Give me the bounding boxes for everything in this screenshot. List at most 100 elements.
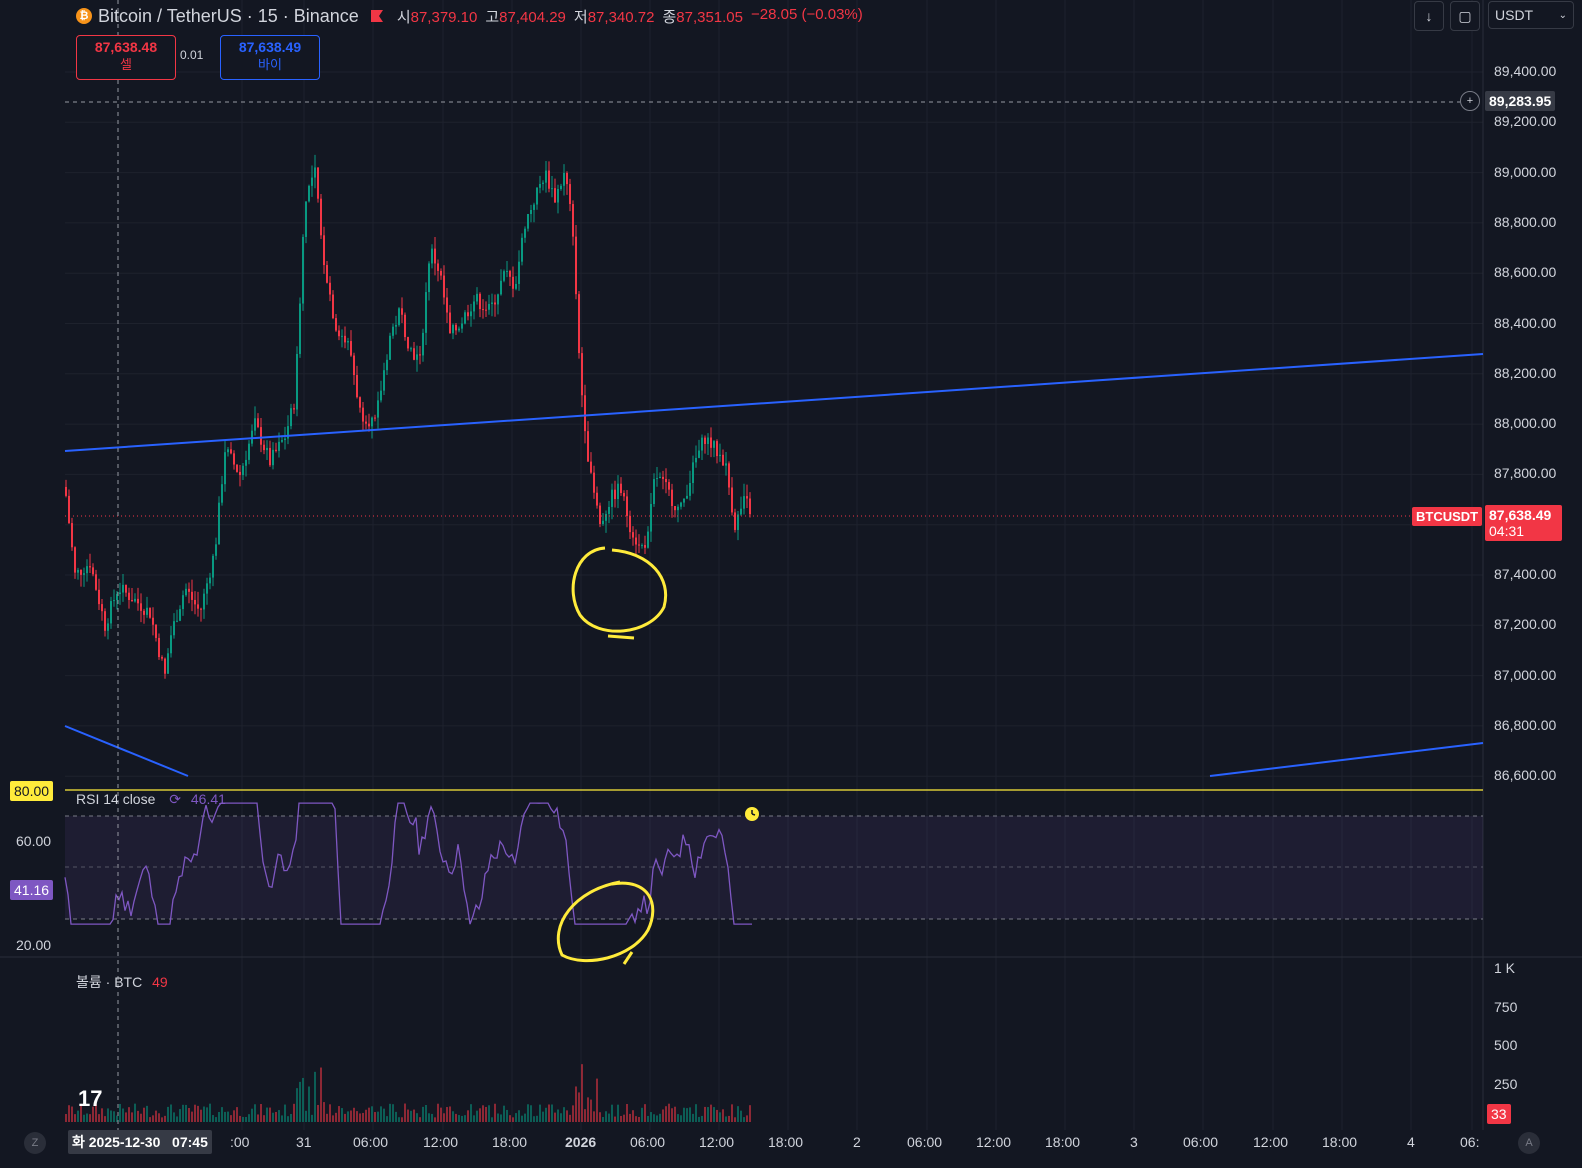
candle-body [248, 443, 250, 460]
volume-bar [332, 1115, 334, 1122]
alarm-clock-icon[interactable] [745, 807, 759, 821]
volume-bar [317, 1104, 319, 1122]
volume-bar [671, 1108, 673, 1122]
candle-body [173, 621, 175, 636]
rsi-title-row[interactable]: RSI 14 close ⟳ 46.41 [76, 791, 226, 808]
volume-title-row[interactable]: 볼륨 · BTC 49 [76, 972, 168, 992]
volume-bar [110, 1110, 112, 1122]
candle-body [233, 453, 235, 465]
crosshair-price-label: 89,283.95 [1485, 91, 1556, 111]
price-tick-label: 88,400.00 [1494, 314, 1557, 331]
candle-body [395, 324, 397, 327]
volume-bar [599, 1112, 601, 1122]
candle-body [302, 236, 304, 304]
volume-bar [539, 1104, 541, 1122]
candle-body [659, 476, 661, 479]
volume-bar [218, 1111, 220, 1122]
volume-bar [170, 1104, 172, 1122]
flag-icon[interactable] [370, 10, 383, 22]
bitcoin-logo-icon[interactable]: ₿ [76, 8, 92, 24]
time-axis-label: 06:00 [630, 1134, 666, 1150]
high-label: 고 [485, 8, 500, 26]
candle-body [707, 437, 709, 444]
add-alert-plus-icon[interactable]: + [1460, 91, 1480, 111]
volume-bar [548, 1104, 550, 1122]
volume-tick-750: 750 [1494, 999, 1518, 1015]
volume-bar [284, 1104, 286, 1122]
symbol-price-tag[interactable]: BTCUSDT [1412, 507, 1483, 526]
trendline-lower-right[interactable] [1209, 742, 1484, 777]
volume-bar [704, 1106, 706, 1122]
sell-button[interactable]: 87,638.48 셀 [76, 35, 176, 80]
time-axis-label: :00 [230, 1134, 250, 1150]
candle-body [305, 201, 307, 237]
rsi-refresh-icon[interactable]: ⟳ [169, 791, 181, 807]
candle-body [380, 390, 382, 401]
buy-button[interactable]: 87,638.49 바이 [220, 35, 320, 80]
trendline-upper[interactable] [64, 353, 1484, 452]
volume-bar [623, 1114, 625, 1122]
candle-body [725, 463, 727, 466]
volume-bar [236, 1107, 238, 1122]
candle-body [329, 282, 331, 295]
volume-bar [410, 1110, 412, 1122]
volume-bar [407, 1109, 409, 1122]
volume-bar [440, 1107, 442, 1122]
volume-bar [128, 1107, 130, 1122]
download-arrow-icon[interactable]: ↓ [1414, 1, 1444, 31]
candle-body [113, 600, 115, 602]
volume-bar [566, 1110, 568, 1122]
volume-bar [104, 1116, 106, 1122]
annotation-circle-rsi[interactable] [556, 880, 655, 963]
candle-body [215, 544, 217, 556]
volume-bar [482, 1105, 484, 1122]
volume-bar [641, 1107, 643, 1122]
volume-bar [398, 1117, 400, 1122]
trendline-lower-left[interactable] [64, 725, 189, 777]
low-value: 87,340.72 [587, 8, 655, 26]
volume-bar [419, 1117, 421, 1122]
candle-body [236, 464, 238, 472]
candle-body [335, 318, 337, 331]
candle-body [332, 294, 334, 319]
volume-bar [533, 1116, 535, 1122]
symbol-title[interactable]: Bitcoin / TetherUS · 15 · Binance [98, 5, 359, 26]
candle-body [80, 569, 82, 575]
candle-body [575, 236, 577, 295]
volume-bar [116, 1115, 118, 1122]
volume-bar [614, 1116, 616, 1122]
volume-bar [644, 1104, 646, 1122]
volume-bar [122, 1108, 124, 1122]
volume-bar [737, 1106, 739, 1122]
volume-bar [395, 1111, 397, 1122]
currency-select[interactable]: USDT ⌄ [1488, 1, 1574, 29]
volume-bar [626, 1103, 628, 1122]
candle-body [386, 359, 388, 371]
fullscreen-icon[interactable]: ▢ [1450, 1, 1480, 31]
auto-scale-button[interactable]: A [1518, 1132, 1540, 1154]
volume-tick-250: 250 [1494, 1076, 1518, 1092]
candle-body [134, 598, 136, 602]
volume-bar [242, 1116, 244, 1122]
volume-bar [344, 1113, 346, 1122]
last-price-value: 87,638.49 [1489, 507, 1552, 523]
open-value: 87,379.10 [410, 8, 478, 26]
volume-bar [272, 1112, 274, 1122]
volume-bar [326, 1113, 328, 1122]
candle-body [461, 323, 463, 329]
candle-body [164, 658, 166, 674]
candle-body [518, 261, 520, 284]
low-label: 저 [573, 8, 588, 26]
rsi-tick-60: 60.00 [16, 833, 52, 849]
volume-bar [356, 1111, 358, 1122]
volume-bar [131, 1112, 133, 1122]
volume-bar [617, 1104, 619, 1122]
annotation-circle-price[interactable] [571, 546, 667, 633]
volume-bar [365, 1109, 367, 1122]
volume-bar [377, 1111, 379, 1122]
candle-body [263, 444, 265, 451]
candle-body [95, 574, 97, 590]
zoom-reset-button[interactable]: Z [24, 1132, 46, 1154]
tradingview-logo-icon[interactable]: 17 [78, 1086, 103, 1111]
